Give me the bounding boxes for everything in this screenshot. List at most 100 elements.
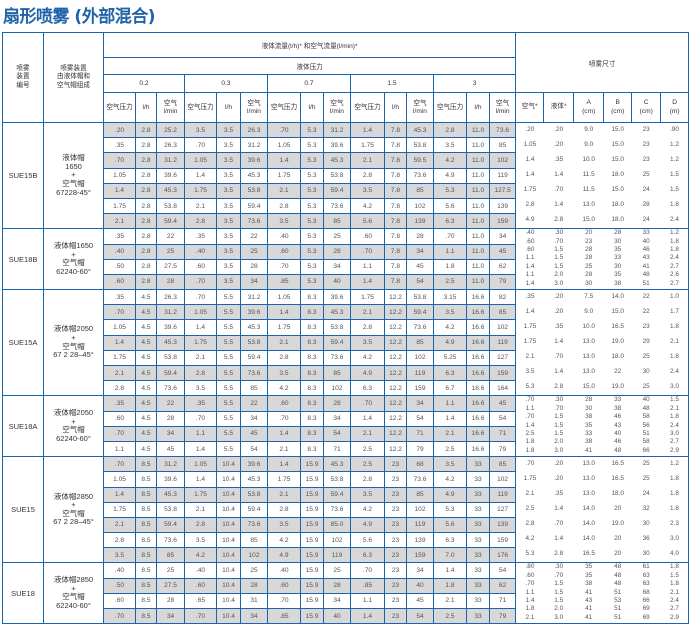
spray-size-value: .60 — [525, 237, 535, 245]
table-row: 3.5 8.5 85 4.2 10.4 102 4.9 15.9 119 6.3 23 159 7.0 3… — [3, 547, 689, 564]
flow-cell: 4.9 — [433, 334, 467, 351]
composition-line: 67 2 28–45° — [53, 350, 94, 360]
header-sub-air-pressure: 空气压力 — [103, 92, 136, 123]
flow-cell: 85 — [323, 364, 351, 382]
spray-size-value: 1.5 — [669, 396, 679, 404]
flow-cell: 12.2 — [384, 319, 407, 336]
flow-cell: 4.5 — [135, 304, 157, 321]
flow-cell: 10.4 — [216, 456, 241, 473]
flow-cell: 34 — [406, 395, 434, 412]
spray-size-value: 1.0 — [669, 293, 679, 301]
spray-size-value: 1.5 — [554, 421, 564, 429]
flow-cell: .60 — [267, 395, 301, 412]
spray-size-value: 2.1 — [669, 338, 679, 346]
flow-cell: 45.3 — [240, 167, 268, 184]
flow-cell: 5.5 — [216, 349, 241, 367]
spray-size-column: .35 1.4 1.75 1.75 2.1 3.5 5.3 — [515, 289, 544, 397]
flow-cell: 31.2 — [156, 152, 185, 169]
spray-size-value: 16.5 — [611, 475, 624, 483]
table-row: .70 8.5 34.70 10.4 34.85 15.9 40 1.4 23 54 2.5 33 79 — [3, 607, 689, 625]
flow-cell: 1.1 — [350, 592, 385, 610]
spray-size-value: 30 — [614, 237, 622, 245]
flow-cell: 6.3 — [350, 547, 385, 564]
spray-size-value: .30 — [554, 563, 564, 571]
spray-size-value: 38 — [585, 413, 593, 421]
spray-size-value: 1.5 — [669, 571, 679, 579]
spray-size-value: 7.5 — [584, 293, 594, 301]
flow-cell: 5.3 — [300, 197, 324, 215]
flow-cell: 3.5 — [216, 182, 241, 199]
flow-cell: 15.9 — [300, 501, 324, 518]
table-row: SUE15A 液体帽2050 + 空气帽 67 2 28–45° .35 4.5 26.3.7… — [2, 289, 690, 397]
flow-cell: 85 — [488, 137, 517, 154]
flow-cell: 2.8 — [184, 213, 217, 230]
flow-cell: 2.1 — [350, 304, 385, 321]
flow-cell: .70 — [184, 607, 217, 625]
flow-cell: 7.8 — [384, 137, 407, 154]
flow-cell: .85 — [350, 577, 385, 594]
spray-size-value: 2.4 — [669, 254, 679, 262]
flow-cell: 4.9 — [267, 547, 301, 564]
flow-cell: 22 — [156, 228, 185, 245]
spray-size-value: 23 — [642, 141, 650, 149]
flow-cell: 7.8 — [384, 273, 407, 291]
flow-cell: 16.6 — [466, 440, 490, 458]
flow-cell: 1.4 — [350, 273, 385, 291]
flow-cell: 45 — [488, 395, 517, 412]
spray-size-value: 25 — [642, 352, 650, 360]
spray-size-value: 41 — [585, 588, 593, 596]
flow-cell: 8.5 — [135, 562, 157, 579]
flow-cell: 53.8 — [406, 137, 434, 154]
flow-cell: 5.5 — [216, 319, 241, 336]
flow-cell: 45 — [488, 243, 517, 260]
spray-size-value: 20 — [614, 534, 622, 542]
composition-line: 空气帽 — [62, 425, 85, 435]
composition-line: 67228-45° — [56, 187, 91, 197]
flow-cell: 102 — [323, 380, 351, 397]
flow-cell: 25.2 — [156, 121, 185, 139]
flow-cell: 8.3 — [300, 364, 324, 382]
flow-cell: 10.4 — [216, 562, 241, 579]
spray-size-value: 1.4 — [554, 505, 564, 513]
nozzle-composition: 液体帽1650 + 空气帽 62240-60° — [43, 228, 104, 291]
header-composition: 喷雾装置 由液体帽和 空气帽组成 — [43, 32, 104, 123]
header-sub-air-lmin: 空气 l/min — [406, 92, 434, 123]
composition-line: 空气帽 — [62, 178, 85, 188]
spray-size-value: .70 — [525, 460, 535, 468]
spray-size-value: 51 — [614, 588, 622, 596]
flow-cell: 39.6 — [240, 456, 268, 473]
flow-cell: 5.3 — [300, 152, 324, 169]
spray-size-column: 1.8 1.5 1.8 2.1 2.4 2.7 2.9 — [660, 562, 690, 625]
spray-size-value: 2.9 — [669, 613, 679, 621]
flow-cell: 3.5 — [350, 334, 385, 351]
flow-cell: 12.2 — [384, 334, 407, 351]
flow-cell: 119 — [323, 547, 351, 564]
flow-cell: 1.4 — [184, 319, 217, 336]
flow-cell: 28 — [240, 577, 268, 594]
spray-size-value: 2.1 — [669, 588, 679, 596]
table-row: .60 2.8 28.70 3.5 34.85 5.3 40 1.4 7.8 54 2.5 11.0 7… — [3, 273, 689, 291]
nozzle-id: SUE15A — [2, 289, 44, 397]
flow-cell: 1.4 — [433, 410, 467, 427]
spray-size-value: 25 — [585, 262, 593, 270]
spray-size-value: 23 — [642, 323, 650, 331]
flow-cell: 1.75 — [184, 182, 217, 199]
flow-cell: 45.3 — [240, 471, 268, 488]
spray-size-value: 1.8 — [669, 200, 679, 208]
header-pressure-3: 3 — [432, 74, 517, 93]
flow-cell: 4.2 — [433, 471, 467, 488]
spray-size-value: 22 — [642, 293, 650, 301]
spray-size-value: 1.5 — [554, 588, 564, 596]
flow-cell: 33 — [466, 577, 490, 594]
flow-cell: 1.05 — [184, 304, 217, 321]
flow-cell: 73.6 — [156, 380, 185, 397]
flow-cell: 2.8 — [350, 319, 385, 336]
spray-size-value: 48 — [642, 404, 650, 412]
flow-cell: 3.5 — [216, 137, 241, 154]
spray-size-value: 1.8 — [669, 563, 679, 571]
spray-size-value: 28 — [585, 271, 593, 279]
spray-size-value: .20 — [525, 126, 535, 134]
spray-size-value: .70 — [525, 396, 535, 404]
flow-cell: 4.5 — [135, 440, 157, 458]
composition-line: + — [71, 333, 76, 343]
